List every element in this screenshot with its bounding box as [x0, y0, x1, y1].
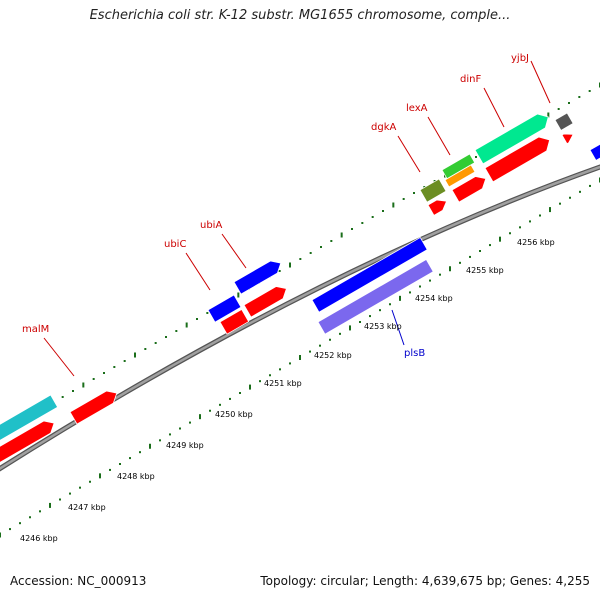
- accession-text: Accession: NC_000913: [10, 574, 147, 588]
- gene-feature: [474, 113, 549, 165]
- kbp-tick-label: 4254 kbp: [415, 294, 453, 303]
- map-title: Escherichia coli str. K-12 substr. MG165…: [89, 8, 511, 23]
- summary-text: Topology: circular; Length: 4,639,675 bp…: [260, 574, 590, 588]
- gene-feature: [207, 294, 242, 323]
- gene-feature: [311, 236, 428, 313]
- gene-arrow: [554, 112, 574, 131]
- gene-feature: [0, 420, 55, 465]
- callout-line: [483, 87, 505, 128]
- tick-labels: 4246 kbp 4247 kbp 4248 kbp 4249 kbp 4250 kbp…: [20, 238, 555, 543]
- kbp-tick-label: 4248 kbp: [117, 472, 155, 481]
- gene-feature: [317, 258, 434, 335]
- callout-line: [397, 135, 421, 173]
- gene-feature: [243, 286, 287, 318]
- gene-feature: [441, 153, 476, 180]
- gene-arrow: [444, 164, 476, 188]
- gene-feature: [0, 394, 59, 443]
- gene-arrow: [233, 260, 282, 295]
- kbp-tick-label: 4249 kbp: [166, 441, 204, 450]
- gene-label-dinF: dinF: [460, 74, 481, 85]
- gene-label-dgkA: dgkA: [371, 122, 396, 133]
- kbp-tick-label: 4255 kbp: [466, 266, 504, 275]
- callout-line: [43, 337, 75, 377]
- gene-features: [0, 112, 600, 465]
- chromosome-backbone: [0, 164, 600, 472]
- gene-arrow: [69, 390, 118, 425]
- gene-arrow: [427, 199, 448, 216]
- gene-feature: [419, 178, 447, 203]
- gene-label-ubiA: ubiA: [200, 220, 222, 231]
- gene-feature: [427, 199, 448, 216]
- kbp-tick-label: 4256 kbp: [517, 238, 555, 247]
- kbp-tick-label: 4252 kbp: [314, 351, 352, 360]
- gene-arrow: [474, 113, 549, 165]
- kbp-tick-label: 4247 kbp: [68, 503, 106, 512]
- gene-arrow: [243, 286, 287, 318]
- callout-line: [221, 233, 247, 269]
- backbone-line: [0, 164, 600, 472]
- kbp-tick-label: 4251 kbp: [264, 379, 302, 388]
- gene-arrow: [589, 139, 600, 161]
- callout-line: [391, 309, 405, 346]
- tick-rings: [0, 82, 600, 538]
- gene-arrow: [484, 136, 551, 183]
- gene-arrow: [0, 394, 59, 443]
- callout-line: [185, 252, 211, 291]
- gene-feature: [69, 390, 118, 425]
- gene-arrow: [419, 178, 447, 203]
- gene-label-lexA: lexA: [406, 103, 428, 114]
- gene-feature: [554, 112, 574, 131]
- gene-arrow: [317, 258, 434, 335]
- kbp-tick-label: 4246 kbp: [20, 534, 58, 543]
- gene-arrow: [311, 236, 428, 313]
- gene-feature: [444, 164, 476, 188]
- gene-label-yjbJ: yjbJ: [511, 53, 529, 64]
- backbone-line-highlight: [0, 165, 600, 470]
- gene-arrow: [0, 420, 55, 465]
- gene-arrow: [219, 308, 250, 335]
- kbp-tick-label: 4250 kbp: [215, 410, 253, 419]
- gene-arrow: [451, 176, 487, 203]
- gene-feature: [219, 308, 250, 335]
- gene-label-plsB: plsB: [404, 348, 425, 359]
- gene-arrow: [441, 153, 476, 180]
- callout-line: [530, 60, 551, 104]
- gene-label-ubiC: ubiC: [164, 239, 186, 250]
- gene-feature: [589, 139, 600, 161]
- gene-feature: [233, 260, 282, 295]
- callout-line: [427, 116, 451, 156]
- gene-callouts: malM ubiC ubiA dgkA lexA dinF yjbJ plsB: [22, 53, 551, 377]
- gene-feature: [561, 133, 574, 145]
- gene-arrow: [207, 294, 242, 323]
- gene-feature: [484, 136, 551, 183]
- gene-label-malM: malM: [22, 324, 49, 335]
- gene-feature: [451, 176, 487, 203]
- gene-arrow: [561, 133, 574, 145]
- kbp-tick-label: 4253 kbp: [364, 322, 402, 331]
